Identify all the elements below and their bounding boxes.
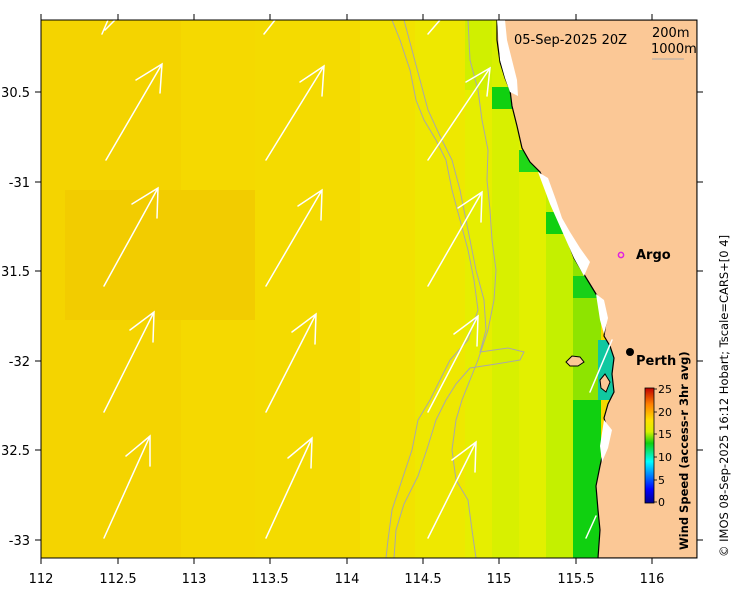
x-tick-label: 112.5 bbox=[99, 572, 136, 587]
sea-band bbox=[255, 20, 360, 558]
coast-no-data bbox=[497, 20, 518, 96]
contour-1000m-inner bbox=[393, 20, 525, 558]
wind-arrow bbox=[103, 434, 151, 539]
coast-no-data bbox=[538, 172, 590, 276]
colorbar-tick-label: 10 bbox=[658, 451, 672, 464]
x-tick-label: 114.5 bbox=[404, 572, 441, 587]
wind-arrow bbox=[427, 314, 479, 413]
map-plot-area bbox=[41, 20, 697, 558]
timestamp-label: 05-Sep-2025 20Z bbox=[514, 33, 627, 48]
island bbox=[565, 355, 585, 367]
x-tick-label: 116 bbox=[640, 572, 665, 587]
contour-200m bbox=[451, 20, 497, 558]
wind-arrow bbox=[427, 190, 483, 287]
colorbar-tick-label: 25 bbox=[658, 383, 672, 396]
sea-band bbox=[360, 20, 415, 558]
wind-arrow bbox=[103, 186, 159, 287]
wind-arrows bbox=[101, 20, 613, 539]
left-axis-ticks bbox=[35, 91, 41, 541]
y-tick-label: -31 bbox=[9, 176, 30, 191]
x-tick-label: 112 bbox=[29, 572, 54, 587]
wind-arrow bbox=[427, 66, 491, 161]
bottom-axis-ticks bbox=[40, 558, 653, 564]
colorbar bbox=[644, 387, 655, 504]
wind-arrow bbox=[585, 515, 597, 539]
wind-arrow bbox=[427, 440, 477, 539]
contour-legend-200m: 200m bbox=[652, 26, 689, 41]
sea-band bbox=[492, 87, 512, 109]
x-tick-label: 113 bbox=[182, 572, 207, 587]
colorbar-title: Wind Speed (access-r 3hr avg) bbox=[677, 351, 691, 550]
wind-arrow bbox=[263, 20, 276, 35]
y-tick-label: 32.5 bbox=[1, 444, 30, 459]
right-axis-ticks bbox=[697, 91, 703, 541]
credit-label: © IMOS 08-Sep-2025 16:12 Hobart; Tscale=… bbox=[717, 235, 731, 557]
y-tick-label: 30.5 bbox=[1, 86, 30, 101]
contour-1000m bbox=[385, 20, 479, 558]
y-tick-label: -33 bbox=[9, 534, 30, 549]
sea-band bbox=[573, 400, 601, 558]
plot-frame bbox=[40, 19, 698, 559]
colorbar-tick-label: 20 bbox=[658, 406, 672, 419]
colorbar-tick-label: 0 bbox=[658, 496, 665, 509]
wind-arrow bbox=[265, 64, 325, 161]
y-tick-labels: 30.5 -31 31.5 -32 32.5 -33 bbox=[1, 86, 30, 549]
top-axis-ticks bbox=[40, 14, 653, 20]
depth-contours bbox=[385, 20, 525, 558]
wind-arrow bbox=[105, 62, 163, 161]
wind-arrow bbox=[589, 339, 613, 393]
x-tick-label: 115.5 bbox=[557, 572, 594, 587]
argo-label: Argo bbox=[636, 248, 671, 263]
perth-marker-icon bbox=[626, 348, 634, 356]
x-tick-label: 113.5 bbox=[251, 572, 288, 587]
y-tick-label: 31.5 bbox=[1, 265, 30, 280]
wind-arrow bbox=[103, 310, 155, 413]
argo-marker-icon bbox=[617, 251, 625, 259]
colorbar-ticks bbox=[654, 388, 657, 503]
wind-arrow bbox=[265, 436, 313, 539]
sea-band bbox=[415, 20, 465, 558]
contour-legend-1000m: 1000m bbox=[651, 42, 697, 57]
island bbox=[599, 373, 611, 393]
x-tick-label: 114 bbox=[335, 572, 360, 587]
colorbar-tick-label: 15 bbox=[658, 428, 672, 441]
coast-no-data bbox=[600, 420, 612, 462]
wind-arrow bbox=[265, 312, 317, 413]
colorbar-tick-label: 5 bbox=[658, 474, 665, 487]
x-tick-labels: 112 112.5 113 113.5 114 114.5 115 115.5 … bbox=[29, 572, 665, 587]
wind-arrow bbox=[265, 188, 323, 287]
sea-band bbox=[465, 20, 495, 558]
wind-arrow bbox=[101, 20, 116, 35]
perth-label: Perth bbox=[636, 354, 676, 369]
x-tick-label: 115 bbox=[487, 572, 512, 587]
sea-band bbox=[65, 190, 255, 320]
colorbar-tick-labels: 25 20 15 10 5 0 bbox=[658, 383, 672, 509]
y-tick-label: -32 bbox=[9, 355, 30, 370]
wind-arrow bbox=[427, 20, 441, 35]
coast-no-data bbox=[596, 294, 608, 334]
